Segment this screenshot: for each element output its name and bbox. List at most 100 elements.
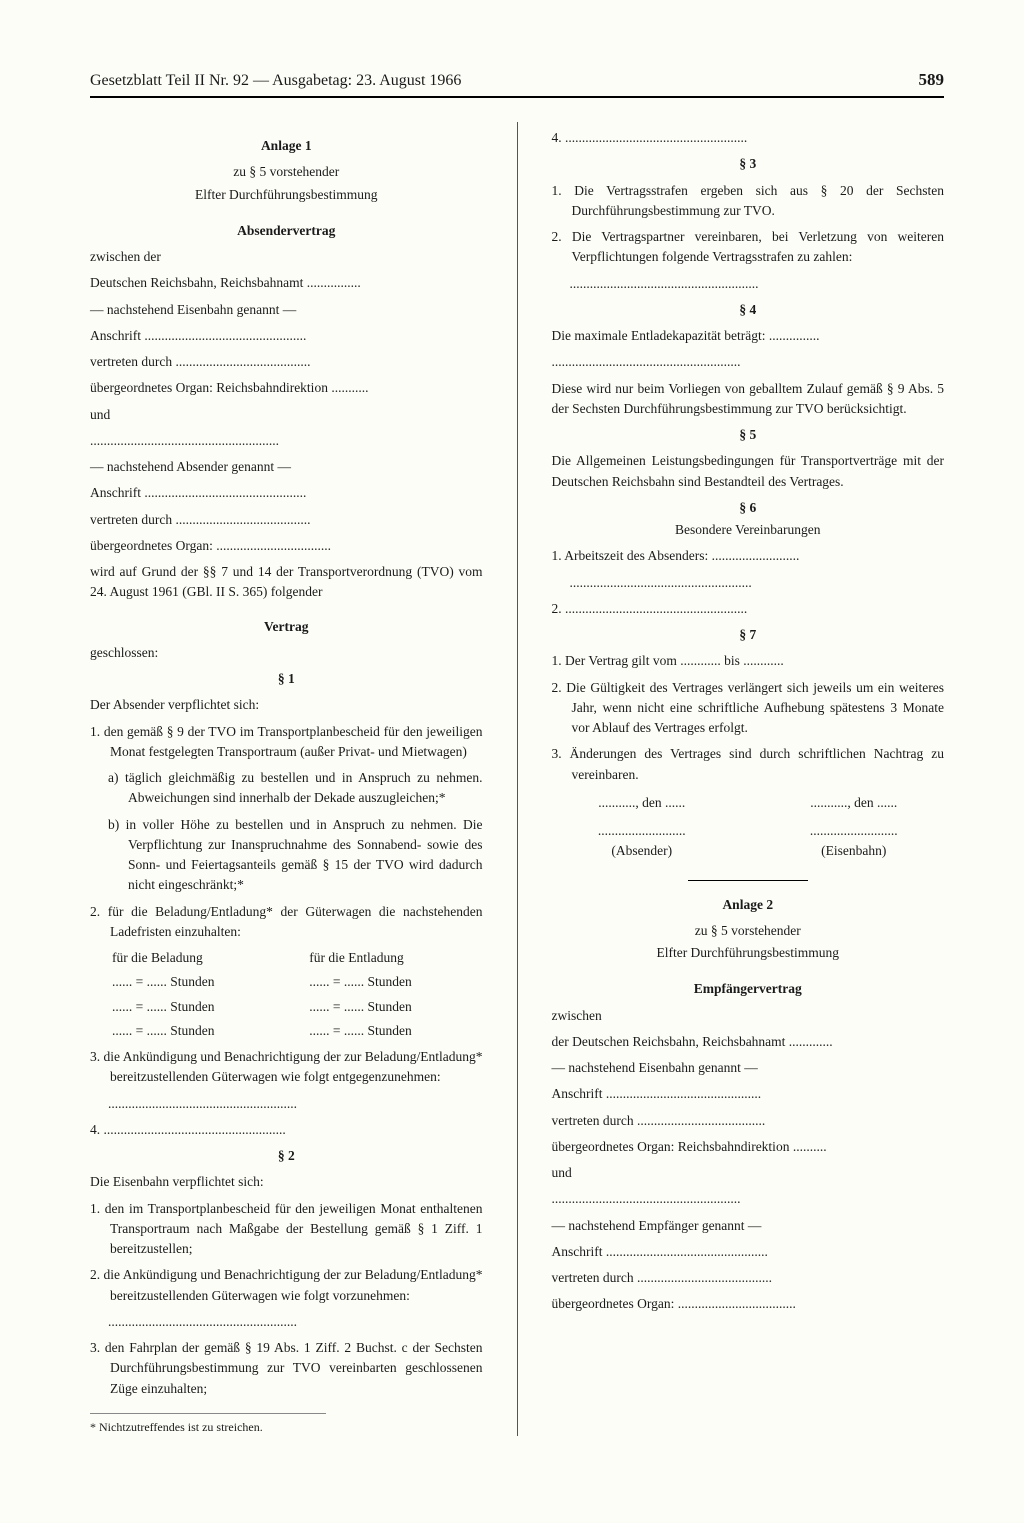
s7-2: 2. Die Gültigkeit des Vertrages verlänge… bbox=[552, 678, 945, 739]
anschrift2: Anschrift ..............................… bbox=[90, 483, 483, 503]
s1-item4: 4. .....................................… bbox=[90, 1120, 483, 1140]
s6-sub: Besondere Vereinbarungen bbox=[552, 520, 945, 540]
s1-item2: 2. für die Beladung/Entladung* der Güter… bbox=[90, 902, 483, 943]
s1-1a: a) täglich gleichmäßig zu bestellen und … bbox=[108, 768, 483, 809]
s2-3: 3. den Fahrplan der gemäß § 19 Abs. 1 Zi… bbox=[90, 1338, 483, 1399]
right-column: 4. .....................................… bbox=[552, 122, 945, 1436]
basis-text: wird auf Grund der §§ 7 und 14 der Trans… bbox=[90, 562, 483, 603]
hr2a: ...... = ...... Stunden bbox=[112, 997, 285, 1017]
beladung-h: für die Beladung bbox=[112, 948, 285, 968]
column-divider bbox=[517, 122, 518, 1436]
s6-title: § 6 bbox=[552, 498, 945, 518]
s1-item3: 3. die Ankündigung und Benachrichtigung … bbox=[90, 1047, 483, 1088]
vertreten2: vertreten durch ........................… bbox=[90, 510, 483, 530]
vertreten4: vertreten durch ........................… bbox=[552, 1268, 945, 1288]
s7-title: § 7 bbox=[552, 625, 945, 645]
s2-list2: 3. den Fahrplan der gemäß § 19 Abs. 1 Zi… bbox=[90, 1338, 483, 1399]
vertrag-title: Vertrag bbox=[90, 617, 483, 637]
s2-2-blank: ........................................… bbox=[90, 1312, 483, 1332]
sig-eisenbahn: (Eisenbahn) bbox=[763, 841, 944, 861]
eisenbahn-named2: — nachstehend Eisenbahn genannt — bbox=[552, 1058, 945, 1078]
blank1: ........................................… bbox=[90, 431, 483, 451]
s1-3-blank: ........................................… bbox=[90, 1094, 483, 1114]
between2: zwischen bbox=[552, 1006, 945, 1026]
signature-label-row: (Absender) (Eisenbahn) bbox=[552, 841, 945, 861]
s3-1: 1. Die Vertragsstrafen ergeben sich aus … bbox=[552, 181, 945, 222]
anlage2-title: Anlage 2 bbox=[552, 895, 945, 915]
reichsbahn-line: Deutschen Reichsbahn, Reichsbahnamt ....… bbox=[90, 273, 483, 293]
anlage2-sub2: Elfter Durchführungsbestimmung bbox=[552, 943, 945, 963]
anlage2-sub1: zu § 5 vorstehender bbox=[552, 921, 945, 941]
s6-2: 2. .....................................… bbox=[552, 599, 945, 619]
s3-title: § 3 bbox=[552, 154, 945, 174]
sig-line-right: .......................... bbox=[763, 821, 944, 841]
s1-item1: 1. den gemäß § 9 der TVO im Transportpla… bbox=[90, 722, 483, 763]
hr2b: ...... = ...... Stunden bbox=[309, 997, 482, 1017]
hr1a: ...... = ...... Stunden bbox=[112, 972, 285, 992]
s6-1b: ........................................… bbox=[552, 573, 945, 593]
s2-1: 1. den im Transportplanbescheid für den … bbox=[90, 1199, 483, 1260]
absendervertrag-title: Absendervertrag bbox=[90, 221, 483, 241]
anlage1-title: Anlage 1 bbox=[90, 136, 483, 156]
hours-row2: ...... = ...... Stunden ...... = ...... … bbox=[90, 997, 483, 1017]
two-column-layout: Anlage 1 zu § 5 vorstehender Elfter Durc… bbox=[90, 122, 944, 1436]
page: Gesetzblatt Teil II Nr. 92 — Ausgabetag:… bbox=[0, 0, 1024, 1523]
r-item4: 4. .....................................… bbox=[552, 128, 945, 148]
sig-place-left: ..........., den ...... bbox=[552, 793, 733, 813]
ubergeordnet2: übergeordnetes Organ: ..................… bbox=[90, 536, 483, 556]
page-number: 589 bbox=[919, 70, 945, 90]
s3-list: 1. Die Vertragsstrafen ergeben sich aus … bbox=[552, 181, 945, 268]
anlage1-sub2: Elfter Durchführungsbestimmung bbox=[90, 185, 483, 205]
footnote: * Nichtzutreffendes ist zu streichen. bbox=[90, 1413, 326, 1436]
s2-intro: Die Eisenbahn verpflichtet sich: bbox=[90, 1172, 483, 1192]
between: zwischen der bbox=[90, 247, 483, 267]
s5-title: § 5 bbox=[552, 425, 945, 445]
s3-blank: ........................................… bbox=[552, 274, 945, 294]
anlage1-sub1: zu § 5 vorstehender bbox=[90, 162, 483, 182]
s1-list2: 2. für die Beladung/Entladung* der Güter… bbox=[90, 902, 483, 943]
vertreten3: vertreten durch ........................… bbox=[552, 1111, 945, 1131]
s5-1: Die Allgemeinen Leistungsbedingungen für… bbox=[552, 451, 945, 492]
s6-1: 1. Arbeitszeit des Absenders: ..........… bbox=[552, 546, 945, 566]
vertreten1: vertreten durch ........................… bbox=[90, 352, 483, 372]
entladung-h: für die Entladung bbox=[309, 948, 482, 968]
s7-1: 1. Der Vertrag gilt vom ............ bis… bbox=[552, 651, 945, 671]
eisenbahn-named: — nachstehend Eisenbahn genannt — bbox=[90, 300, 483, 320]
geschlossen: geschlossen: bbox=[90, 643, 483, 663]
sig-absender: (Absender) bbox=[552, 841, 733, 861]
hr3b: ...... = ...... Stunden bbox=[309, 1021, 482, 1041]
s1-sublist: a) täglich gleichmäßig zu bestellen und … bbox=[90, 768, 483, 896]
ubergeordnet3: übergeordnetes Organ: Reichsbahndirektio… bbox=[552, 1137, 945, 1157]
s2-2: 2. die Ankündigung und Benachrichtigung … bbox=[90, 1265, 483, 1306]
s4-blank: ........................................… bbox=[552, 352, 945, 372]
s3-2: 2. Die Vertragspartner vereinbaren, bei … bbox=[552, 227, 945, 268]
s4-1: Die maximale Entladekapazität beträgt: .… bbox=[552, 326, 945, 346]
s2-title: § 2 bbox=[90, 1146, 483, 1166]
s1-1b: b) in voller Höhe zu bestellen und in An… bbox=[108, 815, 483, 896]
s7-3: 3. Änderungen des Vertrages sind durch s… bbox=[552, 744, 945, 785]
s1-list3: 3. die Ankündigung und Benachrichtigung … bbox=[90, 1047, 483, 1088]
separator-rule bbox=[688, 880, 808, 881]
hr3a: ...... = ...... Stunden bbox=[112, 1021, 285, 1041]
header-title: Gesetzblatt Teil II Nr. 92 — Ausgabetag:… bbox=[90, 72, 461, 90]
hours-row1: ...... = ...... Stunden ...... = ...... … bbox=[90, 972, 483, 992]
anschrift1: Anschrift ..............................… bbox=[90, 326, 483, 346]
sig-place-right: ..........., den ...... bbox=[763, 793, 944, 813]
s1-list: 1. den gemäß § 9 der TVO im Transportpla… bbox=[90, 722, 483, 763]
hours-table-header: für die Beladung für die Entladung bbox=[90, 948, 483, 968]
empfangervertrag-title: Empfängervertrag bbox=[552, 979, 945, 999]
s2-list: 1. den im Transportplanbescheid für den … bbox=[90, 1199, 483, 1306]
anschrift3: Anschrift ..............................… bbox=[552, 1084, 945, 1104]
s1-title: § 1 bbox=[90, 669, 483, 689]
und1: und bbox=[90, 405, 483, 425]
s4-title: § 4 bbox=[552, 300, 945, 320]
anschrift4: Anschrift ..............................… bbox=[552, 1242, 945, 1262]
absender-named: — nachstehend Absender genannt — bbox=[90, 457, 483, 477]
signature-place-row: ..........., den ...... ..........., den… bbox=[552, 793, 945, 813]
reichsbahn2: der Deutschen Reichsbahn, Reichsbahnamt … bbox=[552, 1032, 945, 1052]
hours-row3: ...... = ...... Stunden ...... = ...... … bbox=[90, 1021, 483, 1041]
signature-line-row: .......................... .............… bbox=[552, 821, 945, 841]
und2: und bbox=[552, 1163, 945, 1183]
sig-line-left: .......................... bbox=[552, 821, 733, 841]
blank2: ........................................… bbox=[552, 1189, 945, 1209]
